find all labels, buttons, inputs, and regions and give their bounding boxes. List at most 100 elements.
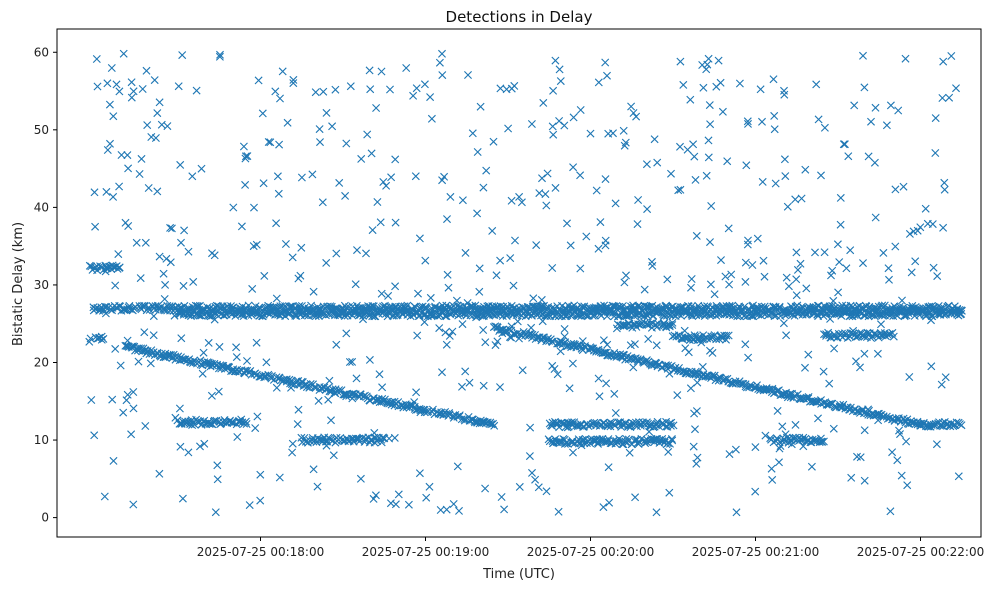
- data-point: [718, 107, 727, 116]
- data-point: [664, 447, 673, 456]
- data-point: [322, 258, 331, 267]
- data-point: [725, 280, 734, 289]
- data-point: [179, 281, 188, 290]
- data-point: [807, 462, 816, 471]
- data-markers: [85, 49, 966, 517]
- data-point: [443, 270, 452, 279]
- data-point: [237, 415, 246, 424]
- data-point: [232, 353, 241, 362]
- data-point: [655, 436, 664, 445]
- data-point: [825, 399, 834, 408]
- data-point: [189, 277, 198, 286]
- data-point: [464, 307, 472, 316]
- data-point: [412, 84, 421, 93]
- data-point: [582, 232, 591, 241]
- data-point: [605, 498, 614, 507]
- data-point: [442, 340, 451, 349]
- data-point: [142, 66, 151, 75]
- data-point: [801, 165, 810, 174]
- data-point: [817, 437, 826, 446]
- data-point: [382, 181, 391, 190]
- data-point: [879, 248, 888, 257]
- data-point: [859, 259, 867, 268]
- data-point: [371, 491, 380, 500]
- data-point: [93, 334, 102, 343]
- data-point: [631, 493, 640, 502]
- y-tick-label: 40: [34, 200, 49, 214]
- data-point: [569, 163, 578, 172]
- data-point: [826, 314, 835, 323]
- data-point: [706, 280, 715, 289]
- data-point: [420, 80, 429, 89]
- data-point: [916, 223, 925, 232]
- data-point: [127, 93, 136, 102]
- data-point: [103, 79, 112, 88]
- data-point: [652, 341, 661, 350]
- data-point: [490, 421, 499, 430]
- data-point: [324, 395, 333, 404]
- data-point: [425, 482, 434, 491]
- data-point: [359, 311, 368, 320]
- data-point: [569, 113, 578, 122]
- data-point: [662, 303, 671, 312]
- data-point: [532, 241, 541, 250]
- data-point: [548, 361, 557, 370]
- data-point: [245, 501, 254, 510]
- data-point: [101, 267, 110, 276]
- data-point: [210, 251, 219, 260]
- data-point: [155, 252, 164, 261]
- data-point: [853, 452, 861, 461]
- data-point: [515, 334, 523, 343]
- data-point: [527, 120, 536, 128]
- data-point: [184, 247, 193, 256]
- data-point: [449, 500, 458, 508]
- data-point: [668, 332, 677, 341]
- data-point: [271, 87, 280, 96]
- data-point: [798, 308, 807, 317]
- data-point: [690, 152, 699, 161]
- data-point: [909, 227, 918, 236]
- data-point: [761, 431, 770, 440]
- data-point: [297, 173, 306, 182]
- data-point: [528, 330, 537, 339]
- data-point: [253, 412, 262, 421]
- data-point: [204, 338, 213, 347]
- data-point: [119, 408, 128, 417]
- data-point: [369, 494, 378, 503]
- data-point: [814, 115, 823, 124]
- data-point: [129, 87, 138, 96]
- data-point: [227, 418, 236, 427]
- data-point: [947, 52, 956, 60]
- data-point: [542, 201, 551, 210]
- y-tick-label: 10: [34, 433, 49, 447]
- data-point: [601, 420, 610, 429]
- data-point: [837, 311, 846, 320]
- data-point: [402, 64, 411, 72]
- data-point: [149, 331, 158, 340]
- data-point: [368, 312, 377, 321]
- data-point: [207, 391, 216, 400]
- data-point: [470, 418, 479, 427]
- data-point: [591, 307, 600, 316]
- data-point: [563, 219, 571, 228]
- data-point: [839, 400, 848, 409]
- data-point: [674, 186, 683, 195]
- data-point: [193, 417, 202, 426]
- data-point: [105, 100, 114, 109]
- data-point: [335, 178, 344, 187]
- data-point: [278, 67, 287, 76]
- data-point: [783, 202, 792, 211]
- data-point: [883, 330, 892, 339]
- data-point: [177, 334, 186, 343]
- data-point: [214, 387, 223, 396]
- data-point: [668, 321, 677, 329]
- data-point: [492, 271, 501, 280]
- data-point: [603, 422, 612, 431]
- data-point: [293, 420, 302, 429]
- data-point: [502, 85, 511, 94]
- data-point: [687, 275, 696, 283]
- data-point: [706, 120, 715, 129]
- data-point: [687, 283, 695, 292]
- data-point: [90, 188, 99, 197]
